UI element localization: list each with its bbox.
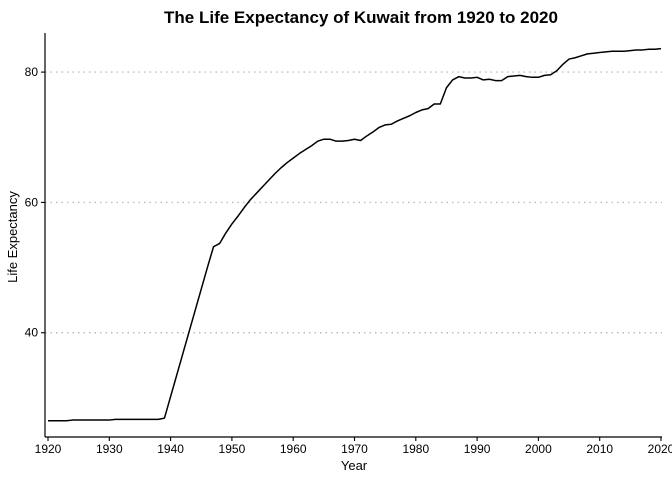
x-tick-label: 2020 — [648, 442, 672, 456]
x-tick-label: 1920 — [35, 442, 62, 456]
y-tick-label: 40 — [25, 326, 39, 340]
x-tick-label: 1970 — [341, 442, 368, 456]
x-tick-label: 1940 — [157, 442, 184, 456]
x-tick-label: 1930 — [96, 442, 123, 456]
x-tick-label: 1960 — [280, 442, 307, 456]
x-tick-label: 1950 — [219, 442, 246, 456]
series-line-0 — [48, 47, 662, 422]
x-tick-label: 2000 — [525, 442, 552, 456]
y-tick-label: 80 — [25, 65, 39, 79]
chart-title: The Life Expectancy of Kuwait from 1920 … — [164, 8, 558, 27]
x-tick-label: 1990 — [464, 442, 491, 456]
y-axis-label: Life Expectancy — [5, 191, 20, 283]
axes: 40 60 80 1920 1930 1940 1950 1960 1970 1980 1990 20… — [25, 33, 672, 456]
x-tick-label: 1980 — [402, 442, 429, 456]
y-tick-label: 60 — [25, 195, 39, 209]
gridlines — [45, 71, 662, 334]
series-layer — [48, 47, 662, 422]
x-axis-label: Year — [341, 458, 368, 473]
x-tick-label: 2010 — [586, 442, 613, 456]
